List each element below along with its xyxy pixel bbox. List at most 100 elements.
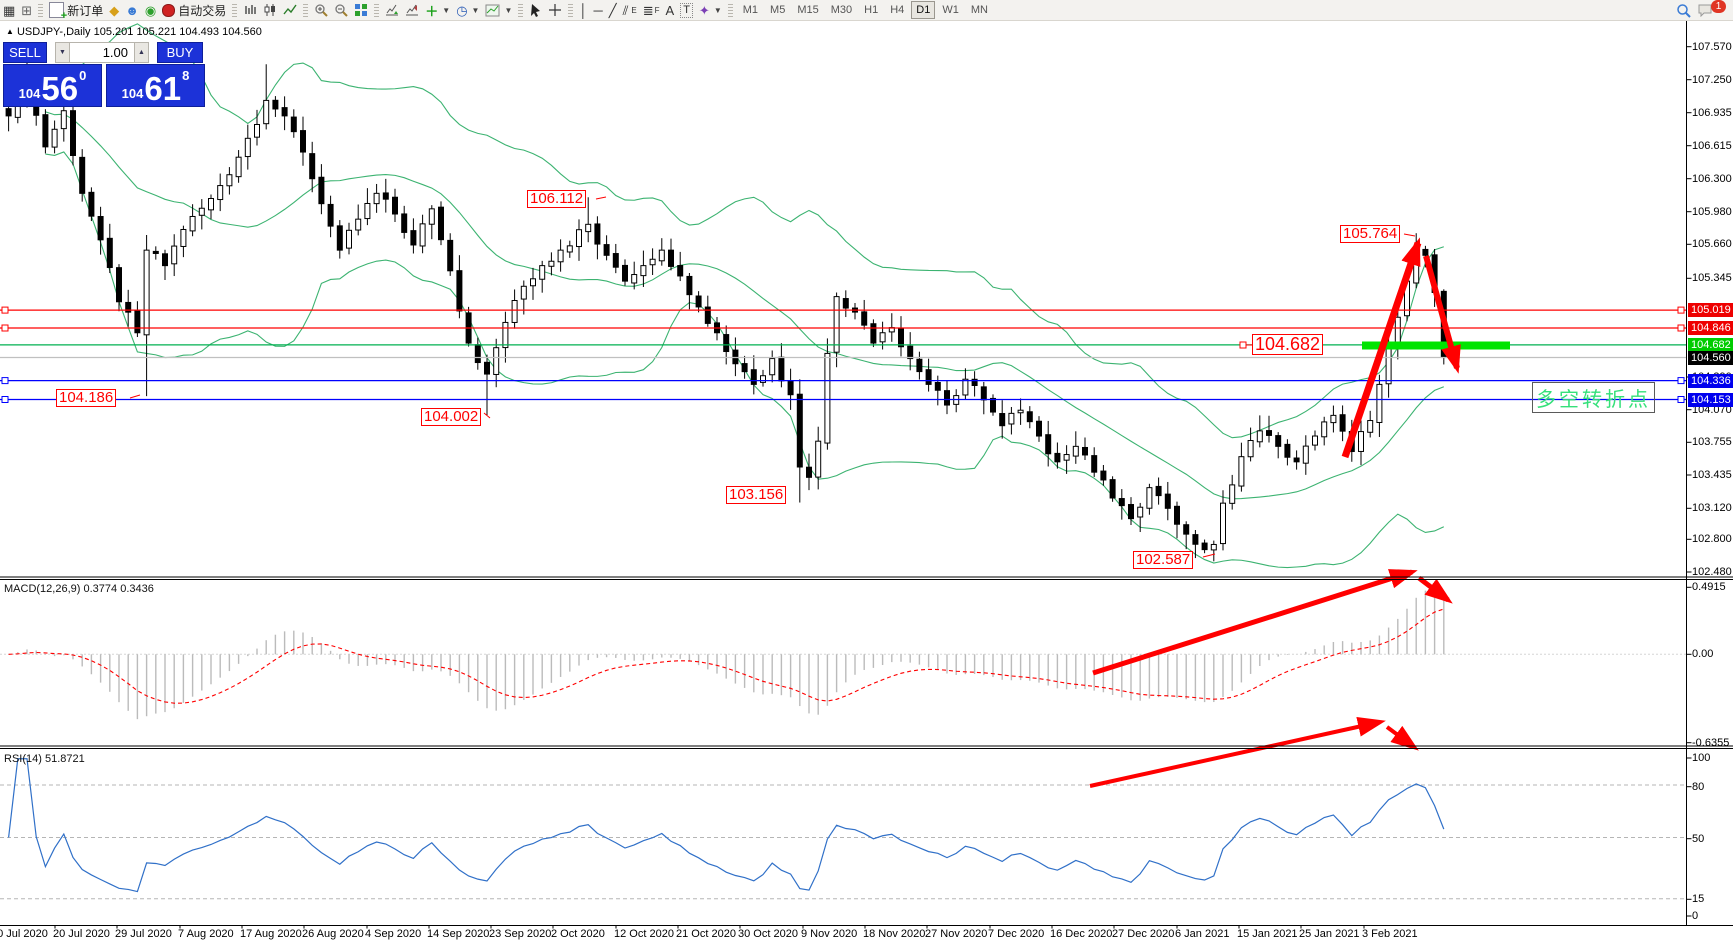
zoom-in-button[interactable] (311, 1, 331, 19)
quote-close: 104.560 (222, 26, 262, 38)
autotrading-icon (162, 3, 176, 17)
volume-input[interactable]: 1.00 (70, 42, 134, 63)
horizontal-line-icon: ─ (593, 2, 603, 18)
price-annotation-104.186[interactable]: 104.186 (56, 389, 117, 407)
toolbar-grip (38, 3, 44, 17)
autotrading-label: 自动交易 (178, 3, 227, 18)
indicators-add-icon: ＋ (425, 3, 439, 19)
panel-expander-icon[interactable]: ▲ (6, 27, 14, 36)
price-annotation-105.764[interactable]: 105.764 (1340, 225, 1401, 243)
periods-button[interactable]: ◷ ▼ (453, 1, 482, 19)
timeframe-button-MN[interactable]: MN (970, 4, 988, 16)
text-tool[interactable]: A (663, 1, 678, 19)
macd-scale-label: 0.00 (1692, 648, 1714, 661)
volume-increase-button[interactable]: ▲ (134, 42, 149, 63)
date-label: 3 Feb 2021 (1362, 928, 1418, 940)
market-icon: ◆ (109, 2, 120, 18)
crosshair-tool-button[interactable] (545, 1, 565, 19)
bar-chart-button[interactable] (240, 1, 260, 19)
sell-price-box[interactable]: 104 56 0 (3, 64, 102, 107)
quote-open: 105.201 (93, 26, 134, 38)
macd-scale-label: -0.6355 (1692, 736, 1730, 749)
toolbar-grip (374, 3, 380, 17)
rsi-header: RSI(14) 51.8721 (4, 753, 85, 765)
chart-shift-icon (406, 4, 419, 16)
price-badge-104.682: 104.682 (1688, 337, 1733, 352)
timeframe-button-M30[interactable]: M30 (830, 4, 853, 16)
label-tool[interactable]: T (677, 1, 696, 19)
date-label: 18 Nov 2020 (863, 928, 926, 940)
zoom-out-button[interactable] (331, 1, 351, 19)
rsi-name: RSI(14) (4, 753, 42, 765)
shapes-icon: ✦ (698, 2, 710, 18)
buy-button[interactable]: BUY (157, 42, 203, 63)
vertical-line-icon: │ (579, 2, 588, 18)
candlestick-chart-button[interactable] (260, 1, 280, 19)
community-button[interactable]: ☻ (122, 1, 142, 19)
price-annotation-103.156[interactable]: 103.156 (726, 486, 787, 504)
date-label: 7 Aug 2020 (178, 928, 234, 940)
indicators-button[interactable]: ＋ ▼ (422, 1, 453, 19)
auto-scroll-button[interactable] (382, 1, 402, 19)
autotrading-button[interactable]: 自动交易 (159, 1, 229, 19)
line-chart-icon (283, 4, 297, 15)
buy-price-big: 61 (144, 70, 182, 107)
profiles-button[interactable]: ⊞ (18, 1, 35, 19)
date-label: 26 Aug 2020 (302, 928, 364, 940)
new-order-button[interactable]: + 新订单 (46, 1, 106, 22)
timeframe-button-M1[interactable]: M1 (742, 4, 759, 16)
date-label: 23 Sep 2020 (489, 928, 552, 940)
timeframe-button-W1[interactable]: W1 (942, 4, 959, 16)
date-label: 9 Nov 2020 (801, 928, 858, 940)
quote-low: 104.493 (179, 26, 220, 38)
timeframe-button-H4[interactable]: H4 (890, 4, 905, 16)
rsi-scale-label: 0 (1692, 910, 1699, 922)
trendline-tool[interactable]: ╱ (606, 1, 620, 19)
signals-button[interactable]: ◉ (142, 1, 159, 19)
new-chart-button[interactable]: ▦ (0, 1, 18, 19)
timeframe-button-H1[interactable]: H1 (864, 4, 879, 16)
horizontal-line-tool[interactable]: ─ (591, 1, 606, 19)
timeframe-button-D1[interactable]: D1 (911, 1, 936, 19)
buy-price-box[interactable]: 104 61 8 (106, 64, 205, 107)
sell-price-prefix: 104 (18, 86, 41, 101)
market-button[interactable]: ◆ (106, 1, 122, 19)
search-icon (1677, 3, 1691, 18)
bar-chart-icon (245, 5, 256, 14)
shapes-tool[interactable]: ✦ ▼ (696, 1, 725, 19)
sell-button[interactable]: SELL (3, 42, 47, 63)
line-chart-button[interactable] (280, 1, 300, 19)
buy-price-prefix: 104 (121, 86, 144, 101)
date-label: 27 Nov 2020 (925, 928, 988, 940)
date-label: 30 Oct 2020 (738, 928, 798, 940)
price-tick-label: 103.755 (1692, 436, 1732, 449)
cursor-tool-button[interactable] (526, 1, 545, 19)
price-annotation-104.002[interactable]: 104.002 (421, 408, 482, 426)
tile-windows-icon (355, 4, 368, 16)
label-icon: T (680, 2, 693, 18)
price-tick-label: 106.935 (1692, 106, 1732, 119)
turning-point-note[interactable]: 多空转折点 (1532, 382, 1655, 413)
price-annotation-106.112[interactable]: 106.112 (527, 190, 587, 208)
chart-shift-button[interactable] (402, 1, 422, 19)
quote-high: 105.221 (136, 26, 177, 38)
date-label: 2 Oct 2020 (551, 928, 605, 940)
price-annotation-102.587[interactable]: 102.587 (1133, 551, 1194, 569)
price-annotation-104.682[interactable]: 104.682 (1252, 334, 1324, 355)
notifications-button[interactable]: 1 (1694, 0, 1729, 19)
vertical-line-tool[interactable]: │ (576, 1, 590, 19)
macd-name: MACD(12,26,9) (4, 583, 81, 595)
fibonacci-tool[interactable]: ≣ F (640, 1, 663, 19)
new-chart-icon: ▦ (3, 2, 16, 18)
price-tick-label: 107.570 (1692, 40, 1732, 53)
tile-windows-button[interactable] (351, 1, 371, 19)
templates-button[interactable]: ▼ (482, 1, 515, 19)
timeframe-button-M15[interactable]: M15 (797, 4, 819, 16)
search-button[interactable] (1673, 1, 1694, 19)
sell-price-sup: 0 (79, 68, 87, 83)
date-label: 14 Sep 2020 (427, 928, 490, 940)
timeframe-button-M5[interactable]: M5 (770, 4, 786, 16)
channel-tool[interactable]: ⫽ E (620, 1, 640, 19)
volume-decrease-button[interactable]: ▼ (55, 42, 70, 63)
